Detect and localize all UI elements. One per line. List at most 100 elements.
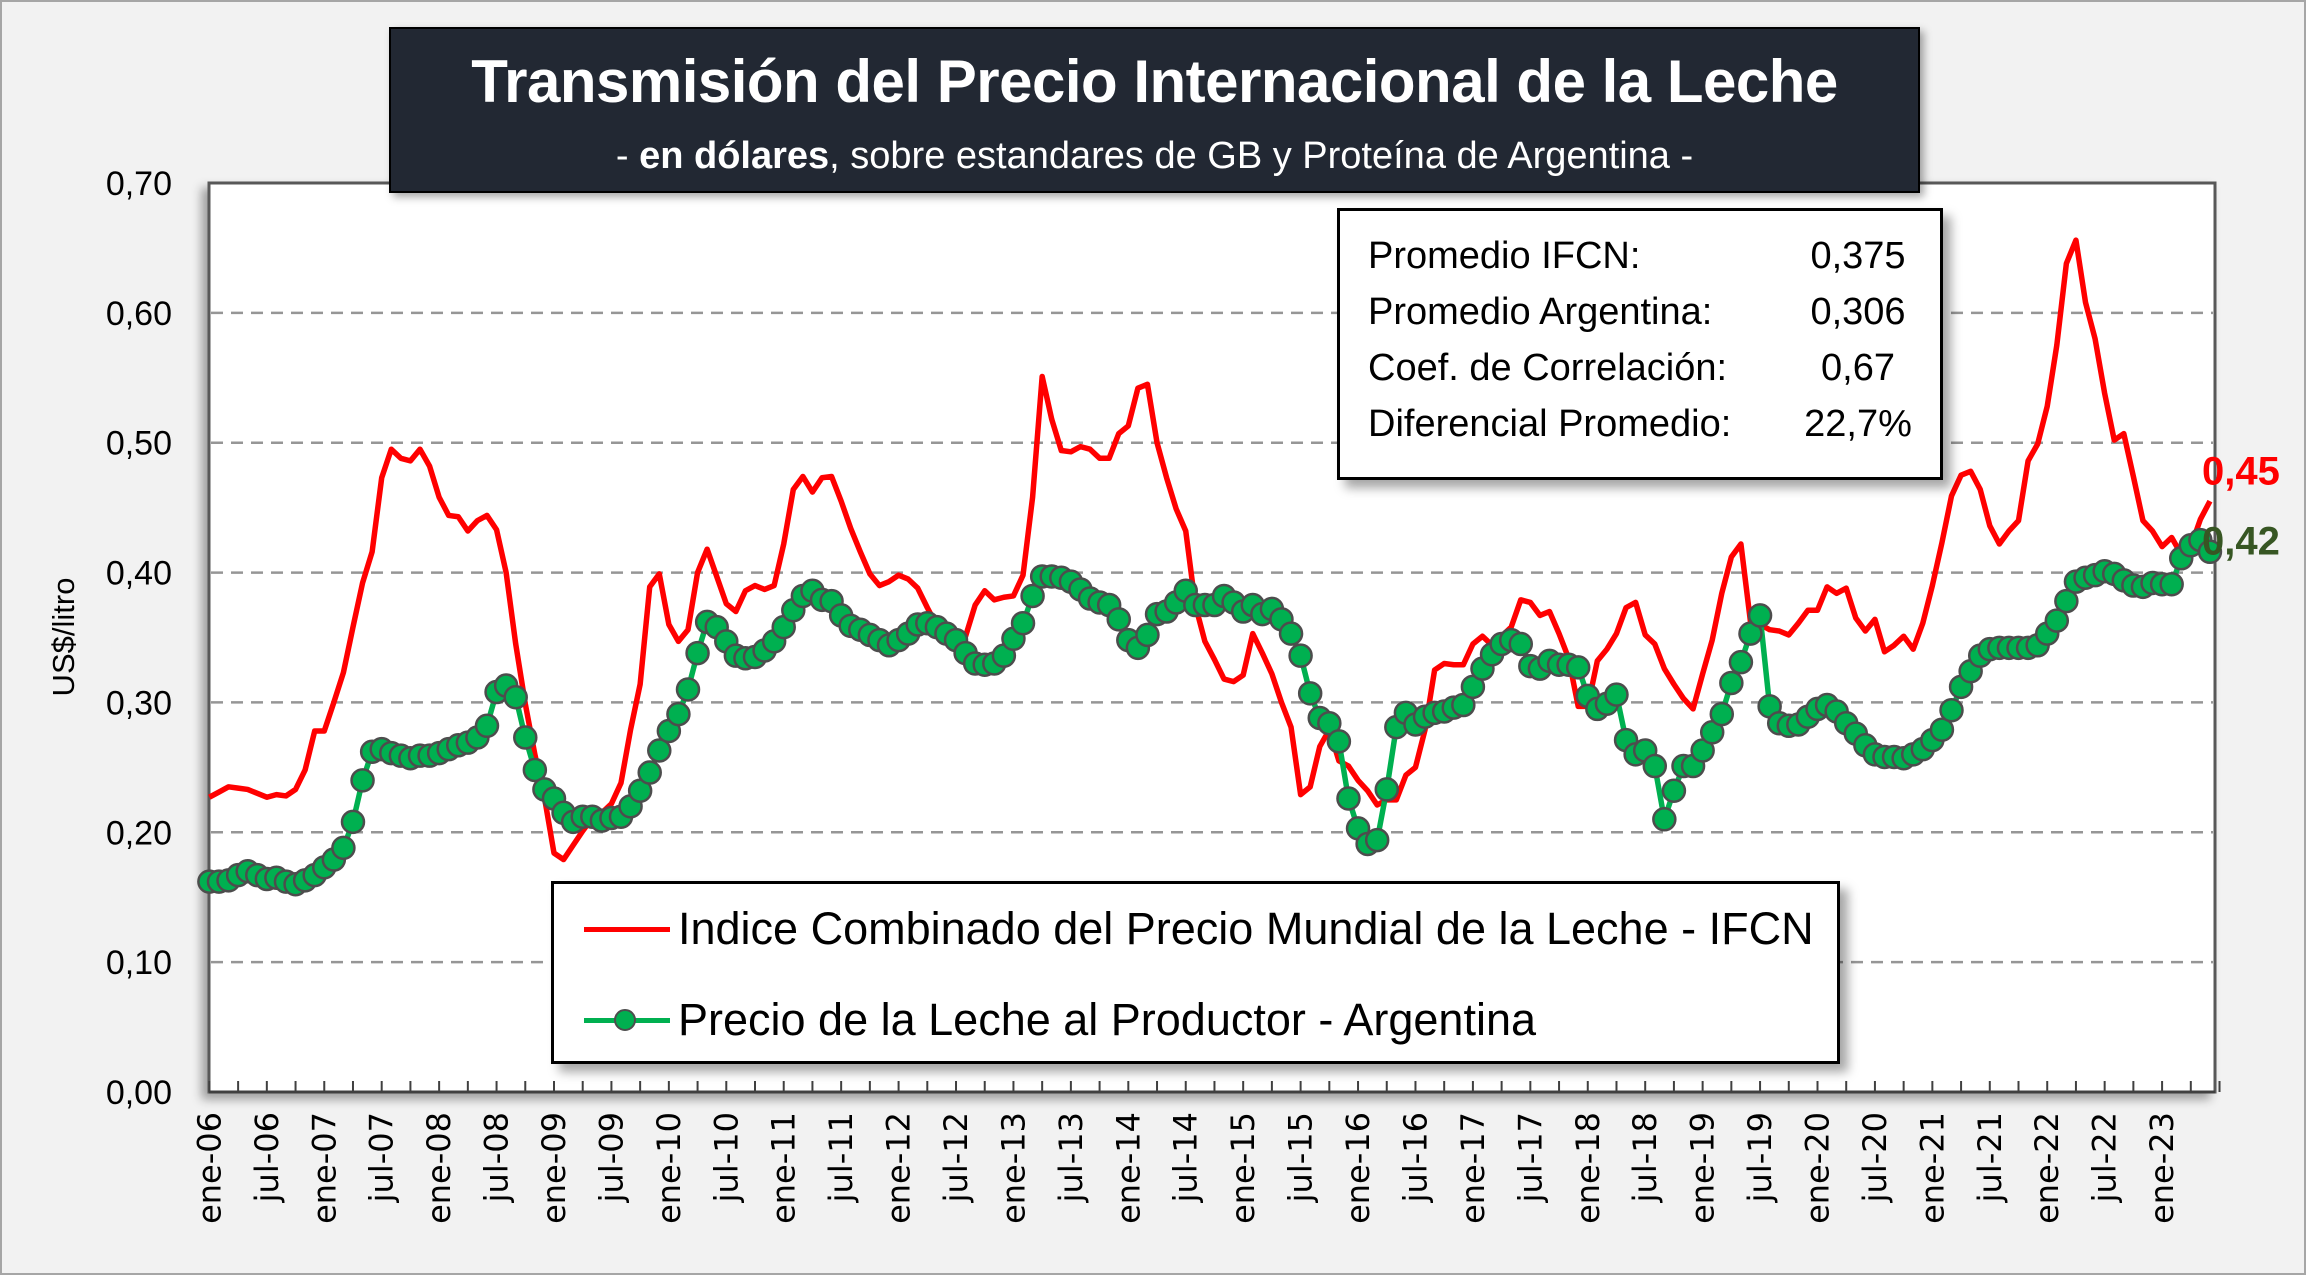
- x-tick-label: jul-17: [1511, 1112, 1549, 1203]
- data-point: [2197, 539, 2223, 565]
- x-tick-label: ene-10: [650, 1112, 688, 1224]
- y-tick-label: 0,40: [106, 555, 172, 593]
- data-point: [1364, 827, 1390, 853]
- x-tick-label: jul-09: [592, 1112, 630, 1203]
- data-point: [331, 835, 356, 861]
- data-point: [1374, 777, 1400, 802]
- x-tick-label: ene-06: [190, 1112, 228, 1224]
- x-tick-label: ene-15: [1224, 1112, 1262, 1224]
- x-tick-label: jul-10: [707, 1112, 745, 1203]
- data-point: [1929, 717, 1955, 742]
- data-point: [503, 684, 528, 710]
- subtitle-prefix: -: [615, 135, 640, 177]
- x-tick-label: jul-08: [478, 1112, 516, 1203]
- y-tick-label: 0,20: [106, 814, 172, 852]
- x-tick-label: jul-12: [937, 1112, 975, 1203]
- y-tick-label: 0,60: [106, 295, 172, 333]
- data-point: [1719, 670, 1744, 696]
- data-point: [1709, 701, 1735, 727]
- subtitle-bold: en dólares: [639, 135, 830, 177]
- data-point: [350, 768, 375, 793]
- x-tick-label: ene-17: [1454, 1112, 1492, 1224]
- x-tick-label: ene-19: [1684, 1112, 1722, 1224]
- data-point: [1508, 631, 1534, 657]
- x-tick-label: jul-06: [248, 1112, 286, 1203]
- stat-label: Promedio IFCN:: [1368, 235, 1641, 277]
- data-point: [666, 701, 691, 727]
- legend-label: Indice Combinado del Precio Mundial de l…: [678, 903, 1814, 954]
- data-point: [2054, 588, 2079, 614]
- chart-subtitle: - en dólares, sobre estandares de GB y P…: [391, 135, 1918, 178]
- x-tick-label: ene-08: [420, 1112, 458, 1224]
- series-argentina: [197, 527, 2223, 897]
- x-tick-label: jul-15: [1282, 1112, 1320, 1203]
- data-point: [1278, 621, 1304, 646]
- data-point: [1288, 643, 1313, 668]
- y-axis-title: US$/litro: [46, 577, 81, 697]
- x-tick-label: jul-13: [1052, 1112, 1090, 1203]
- data-point: [1642, 753, 1668, 779]
- x-tick-label: ene-18: [1569, 1112, 1607, 1224]
- data-point: [340, 809, 366, 835]
- data-point: [474, 713, 500, 739]
- statistics-box: Promedio IFCN: 0,375 Promedio Argentina: 0…: [1337, 208, 1943, 480]
- x-tick-label: jul-20: [1856, 1112, 1894, 1203]
- x-tick-label: jul-16: [1396, 1112, 1434, 1203]
- stat-label: Diferencial Promedio:: [1368, 403, 1732, 445]
- stat-label: Coef. de Correlación:: [1368, 347, 1728, 389]
- data-point: [1297, 681, 1323, 706]
- y-axis-tick-labels: 0,00 0,10 0,20 0,30 0,40 0,50 0,60 0,70: [106, 165, 172, 1112]
- data-point: [513, 725, 538, 750]
- data-point: [1939, 697, 1964, 723]
- series-layer: [197, 237, 2223, 897]
- x-tick-label: jul-11: [822, 1112, 860, 1203]
- data-point: [1106, 607, 1131, 632]
- x-tick-label: jul-22: [2086, 1112, 2124, 1203]
- x-axis-ticks: ene-06 jul-06 ene-07 jul-07 ene-08 jul-08 ene-…: [190, 1081, 2221, 1224]
- data-point: [1565, 655, 1591, 680]
- stat-row-diferencial: Diferencial Promedio: 22,7%: [1368, 396, 1930, 452]
- data-point: [1020, 583, 1045, 609]
- x-tick-label: ene-09: [535, 1112, 573, 1224]
- data-point: [522, 757, 548, 783]
- data-point: [1604, 682, 1629, 707]
- data-point: [1326, 729, 1352, 754]
- x-tick-label: jul-07: [363, 1112, 401, 1203]
- y-tick-label: 0,10: [106, 944, 172, 982]
- x-tick-label: ene-14: [1109, 1112, 1147, 1224]
- data-point: [647, 738, 672, 763]
- x-tick-label: jul-14: [1167, 1112, 1205, 1203]
- x-tick-label: ene-12: [880, 1112, 918, 1224]
- stat-row-correlacion: Coef. de Correlación: 0,67: [1368, 340, 1930, 396]
- stat-value: 0,67: [1821, 347, 1895, 389]
- green-marker-line-swatch-icon: [584, 1009, 670, 1031]
- x-tick-label: ene-22: [2028, 1112, 2066, 1224]
- y-tick-label: 0,30: [106, 684, 172, 722]
- x-tick-label: jul-18: [1626, 1112, 1664, 1203]
- subtitle-suffix: , sobre estandares de GB y Proteína de A…: [829, 135, 1694, 177]
- argentina-last-value-label: 0,42: [2202, 519, 2280, 564]
- x-tick-label: jul-19: [1741, 1112, 1779, 1203]
- legend: Indice Combinado del Precio Mundial de l…: [551, 881, 1840, 1064]
- x-tick-label: ene-07: [305, 1112, 343, 1224]
- x-tick-label: jul-21: [1971, 1112, 2009, 1203]
- stat-row-promedio-ifcn: Promedio IFCN: 0,375: [1368, 228, 1930, 284]
- data-point: [675, 677, 701, 702]
- red-line-swatch-icon: [584, 927, 670, 932]
- data-point: [1661, 778, 1687, 803]
- data-point: [637, 760, 662, 785]
- data-point: [2044, 608, 2070, 633]
- data-point: [1010, 610, 1036, 636]
- data-point: [1336, 786, 1361, 811]
- stat-value: 0,375: [1810, 235, 1906, 277]
- data-point: [1747, 603, 1773, 628]
- stat-row-promedio-argentina: Promedio Argentina: 0,306: [1368, 284, 1930, 340]
- x-tick-label: ene-13: [994, 1112, 1032, 1224]
- stat-value: 0,306: [1810, 291, 1906, 333]
- x-tick-label: ene-11: [765, 1112, 803, 1224]
- stat-value: 22,7%: [1804, 403, 1912, 445]
- chart-title: Transmisión del Precio Internacional de …: [471, 48, 1838, 115]
- data-point: [1728, 649, 1754, 675]
- legend-label: Precio de la Leche al Productor - Argent…: [678, 994, 1537, 1045]
